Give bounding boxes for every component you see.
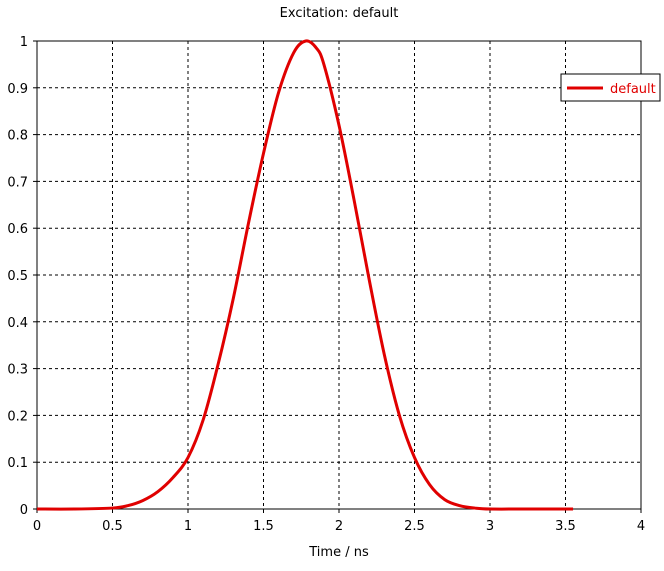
axis-ticks: 0 0.5 1 1.5 2 2.5 3 3.5 4 0 0.1 0.2 0.3 0.4 0.5 0.6 0.7 0… <box>7 35 645 534</box>
x-tick-label: 1.5 <box>253 519 274 534</box>
x-tick-label: 1 <box>184 519 192 534</box>
y-tick-label: 0.7 <box>7 175 28 190</box>
y-tick-label: 0.6 <box>7 222 28 237</box>
y-tick-label: 0 <box>20 503 28 518</box>
x-axis-label: Time / ns <box>308 545 369 560</box>
series-layer <box>36 39 574 511</box>
y-tick-label: 0.4 <box>7 316 28 331</box>
y-tick-label: 0.2 <box>7 409 28 424</box>
y-tick-label: 0.5 <box>7 269 28 284</box>
y-tick-label: 0.3 <box>7 363 28 378</box>
x-tick-label: 4 <box>637 519 645 534</box>
series-line-default <box>36 39 574 511</box>
y-tick-label: 0.8 <box>7 129 28 144</box>
grid <box>37 41 641 509</box>
legend: default <box>560 73 661 102</box>
x-tick-label: 2.5 <box>404 519 425 534</box>
y-tick-label: 1 <box>20 35 28 50</box>
x-tick-label: 3.5 <box>555 519 576 534</box>
x-tick-label: 2 <box>335 519 343 534</box>
x-tick-label: 3 <box>486 519 494 534</box>
x-tick-label: 0.5 <box>102 519 123 534</box>
chart-title: Excitation: default <box>280 6 399 21</box>
x-tick-label: 0 <box>33 519 41 534</box>
y-tick-label: 0.9 <box>7 82 28 97</box>
y-tick-label: 0.1 <box>7 456 28 471</box>
legend-label: default <box>610 82 656 97</box>
